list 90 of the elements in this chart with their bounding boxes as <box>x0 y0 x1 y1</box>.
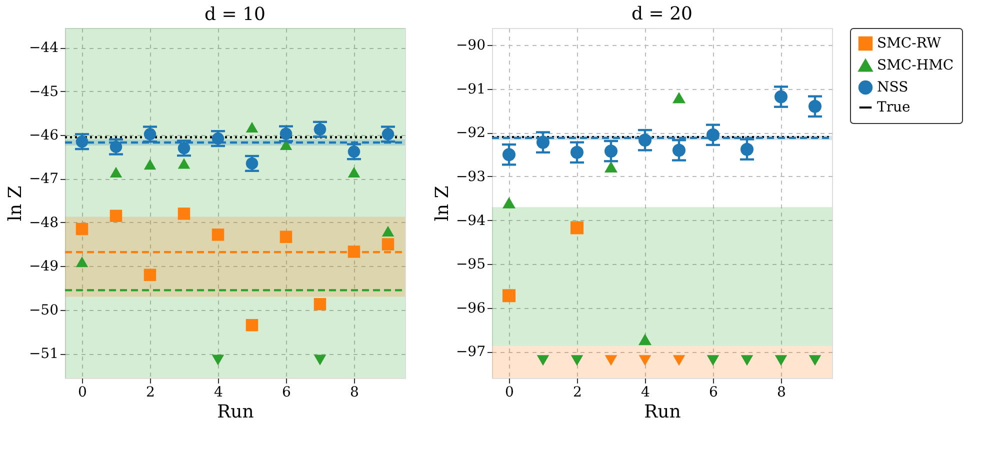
point <box>536 355 550 366</box>
point <box>144 159 156 170</box>
point <box>570 146 584 159</box>
y-tick-label: −93 <box>456 169 486 185</box>
point <box>638 334 652 346</box>
point <box>808 100 822 113</box>
y-tick-label: −90 <box>456 38 486 54</box>
y-tick-label: −97 <box>456 344 486 360</box>
legend-label: SMC-RW <box>877 36 942 52</box>
x-tick-label: 2 <box>573 384 582 400</box>
y-tick-label: −51 <box>28 346 58 362</box>
point <box>706 355 720 366</box>
point <box>144 268 156 281</box>
y-tick-label: −44 <box>28 40 59 56</box>
point <box>672 144 686 157</box>
point <box>314 298 326 310</box>
x-tick-label: 6 <box>709 384 718 400</box>
legend-label: SMC-HMC <box>877 58 954 74</box>
point <box>604 144 618 158</box>
point <box>212 354 224 366</box>
point <box>314 354 326 366</box>
point <box>570 221 584 234</box>
x-tick-label: 4 <box>641 384 650 400</box>
y-axis-title: ln Z <box>432 186 453 222</box>
point <box>382 226 394 236</box>
point <box>536 136 550 149</box>
y-tick-label: −45 <box>28 84 58 100</box>
point <box>502 289 516 302</box>
point <box>178 208 190 220</box>
point <box>740 142 754 156</box>
x-tick-label: 8 <box>350 384 359 400</box>
point <box>382 128 394 140</box>
point <box>110 210 122 222</box>
legend-label: NSS <box>877 80 908 96</box>
y-tick-label: −94 <box>456 212 486 229</box>
x-tick-label: 0 <box>78 384 87 400</box>
point <box>672 355 686 366</box>
point <box>144 128 156 140</box>
point <box>774 90 788 104</box>
point <box>178 142 190 154</box>
point <box>348 246 360 258</box>
point <box>638 355 652 366</box>
x-tick-label: 2 <box>146 384 155 400</box>
point <box>246 122 258 132</box>
point <box>212 228 224 241</box>
point <box>672 92 686 104</box>
y-tick-label: −48 <box>28 214 58 231</box>
x-tick-label: 8 <box>777 384 786 400</box>
y-tick-label: −91 <box>456 81 486 98</box>
point <box>212 132 224 145</box>
point <box>280 230 292 243</box>
chart-title: d = 20 <box>632 4 692 24</box>
point <box>604 161 618 173</box>
x-axis-title: Run <box>217 402 254 422</box>
y-tick-label: −95 <box>456 256 486 273</box>
y-tick-label: −46 <box>28 128 59 144</box>
point <box>570 355 584 366</box>
legend-label: True <box>877 100 910 116</box>
point <box>110 140 122 153</box>
x-axis-title: Run <box>644 402 682 422</box>
y-tick-label: −47 <box>28 171 58 188</box>
point <box>178 158 190 169</box>
x-tick-label: 0 <box>505 384 514 400</box>
point <box>638 134 652 147</box>
point <box>314 123 326 136</box>
y-axis-title: ln Z <box>4 186 26 222</box>
point <box>76 222 88 236</box>
point <box>604 355 618 366</box>
y-tick-label: −50 <box>28 302 58 318</box>
point <box>348 166 360 178</box>
chart-title: d = 10 <box>204 4 266 25</box>
point <box>246 319 258 332</box>
point <box>280 128 292 140</box>
point <box>76 256 88 268</box>
point <box>774 355 788 366</box>
x-tick-label: 6 <box>282 384 292 400</box>
point <box>740 355 754 366</box>
x-tick-label: 4 <box>214 384 224 400</box>
point <box>348 146 360 158</box>
point <box>76 135 88 148</box>
point <box>110 166 122 178</box>
y-tick-label: −96 <box>456 300 486 316</box>
point <box>706 128 720 142</box>
point <box>502 197 516 208</box>
point <box>246 157 258 170</box>
y-tick-label: −49 <box>28 258 58 275</box>
point <box>382 238 394 250</box>
y-tick-label: −92 <box>456 125 486 142</box>
point <box>502 148 516 162</box>
point <box>808 355 822 366</box>
